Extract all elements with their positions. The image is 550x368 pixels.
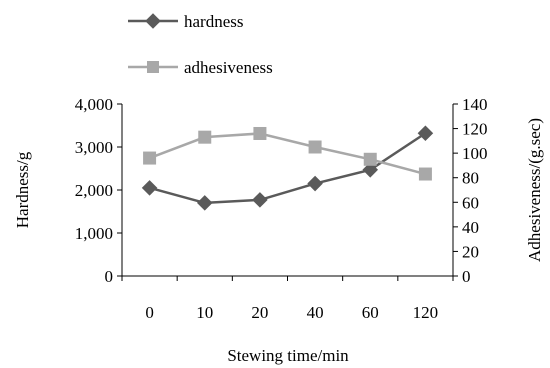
right-axis-title: Adhesiveness/(g.sec) xyxy=(525,118,544,262)
data-point-hardness xyxy=(141,180,158,196)
data-point-hardness xyxy=(252,192,268,208)
legend-item-adhesiveness: adhesiveness xyxy=(128,58,273,77)
right-tick-label: 140 xyxy=(462,95,488,114)
left-tick-label: 2,000 xyxy=(75,181,113,200)
right-tick-label: 40 xyxy=(462,218,479,237)
legend-item-hardness: hardness xyxy=(128,12,243,31)
x-tick-label: 60 xyxy=(362,303,379,322)
x-axis-title: Stewing time/min xyxy=(227,346,349,365)
legend-marker-hardness xyxy=(145,13,161,29)
left-tick-label: 4,000 xyxy=(75,95,113,114)
series-line-adhesiveness xyxy=(149,132,426,176)
left-tick-label: 0 xyxy=(105,267,114,286)
left-tick-label: 1,000 xyxy=(75,224,113,243)
data-point-adhesiveness xyxy=(143,151,157,165)
x-axis: 0 10 20 40 60 120 xyxy=(121,275,454,322)
x-tick-label: 20 xyxy=(251,303,268,322)
right-tick-label: 0 xyxy=(462,267,471,286)
series-line-hardness xyxy=(149,132,427,205)
data-point-adhesiveness xyxy=(198,130,212,144)
left-axis: 0 1,000 2,000 3,000 4,000 xyxy=(75,95,123,286)
legend-marker-adhesiveness xyxy=(147,61,159,73)
data-point-hardness xyxy=(362,162,379,178)
x-tick-label: 10 xyxy=(196,303,213,322)
data-point-hardness xyxy=(417,125,434,142)
left-axis-title: Hardness/g xyxy=(13,151,32,228)
right-tick-label: 100 xyxy=(462,144,488,163)
legend-label-hardness: hardness xyxy=(184,12,243,31)
right-axis: 0 20 40 60 80 100 120 140 xyxy=(452,95,488,286)
x-tick-label: 40 xyxy=(307,303,324,322)
left-tick-label: 3,000 xyxy=(75,138,113,157)
data-point-adhesiveness xyxy=(363,152,377,166)
data-point-adhesiveness xyxy=(308,140,322,154)
right-tick-label: 80 xyxy=(462,169,479,188)
x-tick-label: 120 xyxy=(413,303,439,322)
data-point-adhesiveness xyxy=(253,126,267,140)
data-point-hardness xyxy=(196,195,213,211)
x-tick-label: 0 xyxy=(145,303,154,322)
right-tick-label: 20 xyxy=(462,242,479,261)
right-tick-label: 60 xyxy=(462,193,479,212)
data-point-adhesiveness xyxy=(418,167,432,181)
right-tick-label: 120 xyxy=(462,120,488,139)
legend: hardness adhesiveness xyxy=(128,12,273,77)
series-layer xyxy=(141,125,434,211)
data-point-hardness xyxy=(307,175,323,192)
legend-label-adhesiveness: adhesiveness xyxy=(184,58,273,77)
